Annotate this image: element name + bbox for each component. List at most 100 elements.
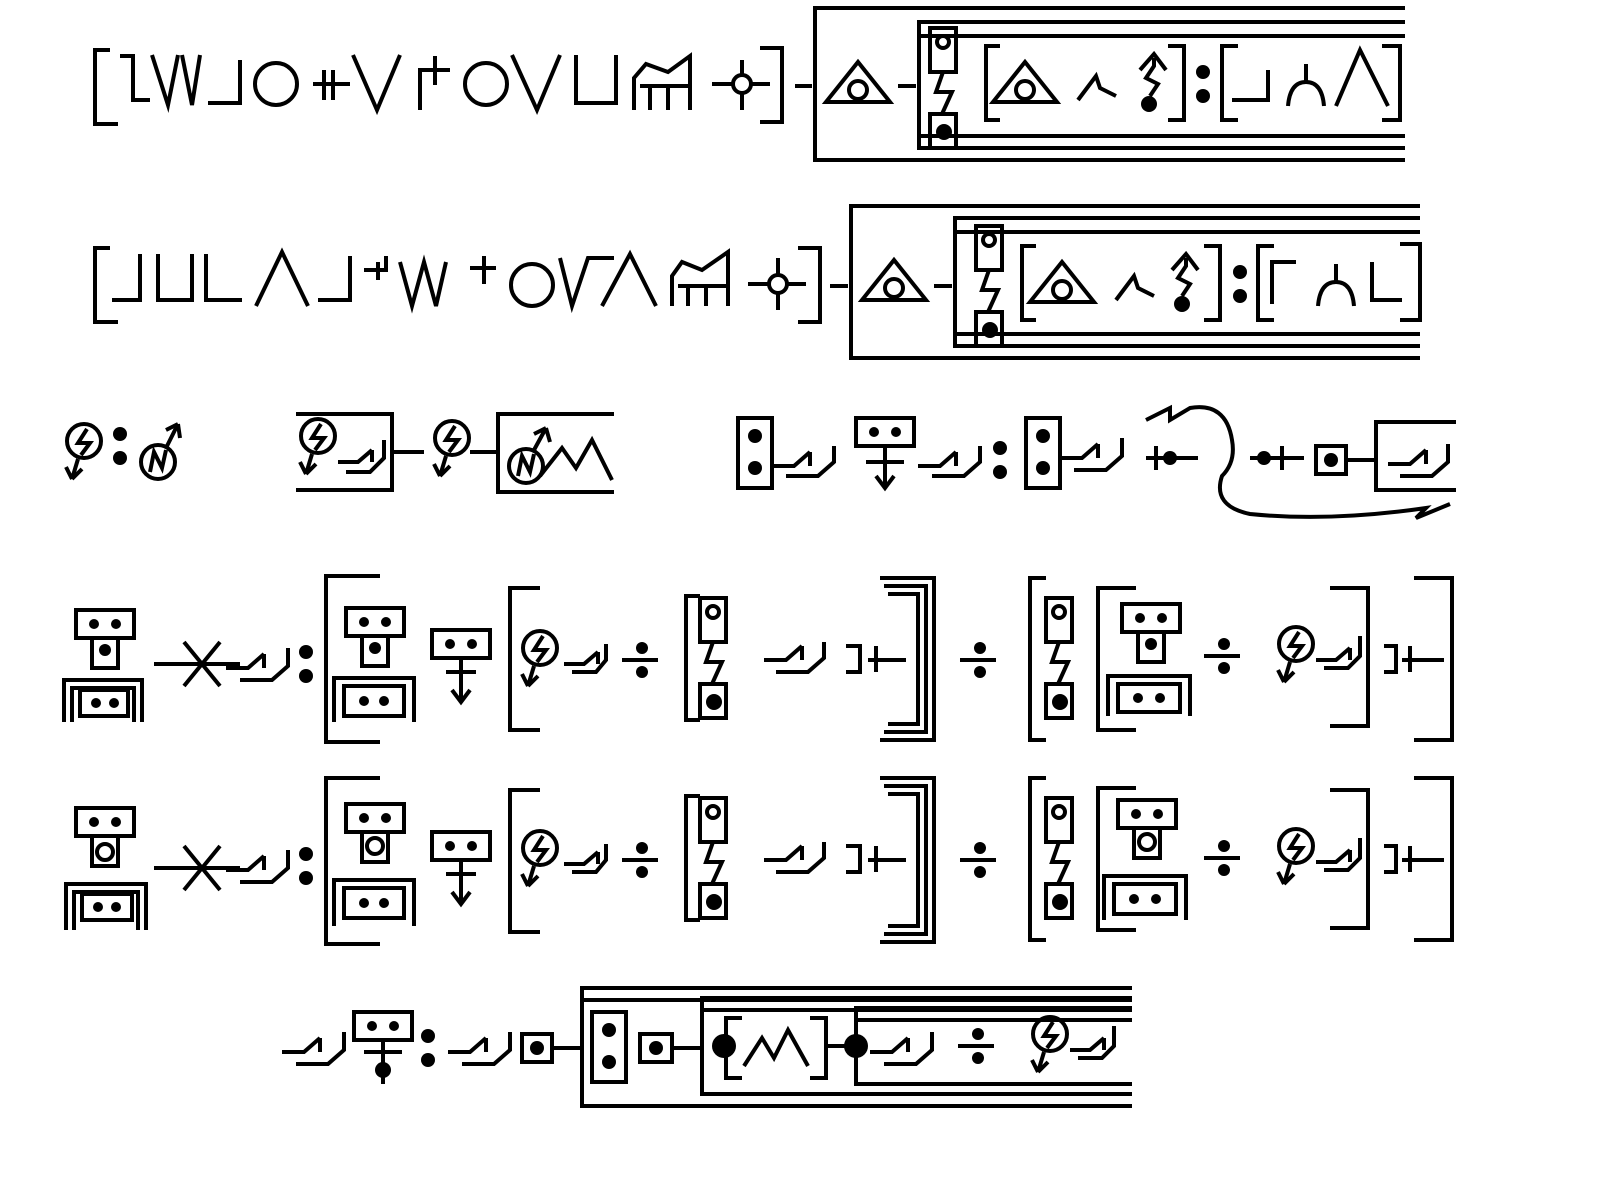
glyph-l-run bbox=[120, 54, 242, 113]
glyph-zee bbox=[870, 1032, 934, 1066]
colon-glyph bbox=[993, 441, 1007, 479]
glyph-zee bbox=[918, 446, 982, 478]
divide-glyph bbox=[1202, 838, 1242, 878]
glyph-zee bbox=[226, 648, 290, 682]
open-bracket bbox=[1096, 586, 1136, 732]
dot bbox=[649, 1041, 663, 1055]
open-bracket bbox=[93, 246, 118, 324]
close-bracket bbox=[810, 1016, 828, 1080]
open-bracket bbox=[684, 594, 700, 722]
robot-icon bbox=[1106, 602, 1192, 716]
glyph-o bbox=[253, 61, 299, 107]
framed-group bbox=[1374, 420, 1456, 492]
glyph-small-circle bbox=[731, 73, 753, 95]
glyph-v bbox=[351, 54, 402, 116]
open-bracket bbox=[1220, 44, 1238, 122]
box-dots-vertical bbox=[590, 1010, 628, 1084]
inner-frame bbox=[953, 216, 1420, 348]
glyph-cross-circle bbox=[712, 60, 770, 110]
bolt-circle-icon bbox=[1030, 1015, 1069, 1074]
glyph-stem-arrow bbox=[446, 658, 476, 706]
glyph-kink bbox=[1114, 271, 1155, 302]
bolt-circle-icon bbox=[432, 419, 471, 478]
divide-glyph bbox=[956, 1026, 996, 1066]
glyph-hook-bar bbox=[846, 644, 906, 674]
robot-icon bbox=[332, 606, 416, 722]
divide-glyph bbox=[1202, 636, 1242, 676]
glyph-zee bbox=[448, 1032, 512, 1066]
glyph-run bbox=[112, 247, 388, 307]
dot bbox=[1141, 96, 1157, 112]
eye-triangle-icon bbox=[824, 60, 892, 104]
open-bracket bbox=[1028, 776, 1046, 942]
circle-arrow-icon bbox=[139, 422, 182, 481]
glyph-caret bbox=[600, 249, 658, 307]
box-dots-glyph bbox=[430, 628, 492, 660]
glyph-u bbox=[574, 55, 618, 105]
line-2 bbox=[93, 204, 1422, 360]
bolt-circle-icon bbox=[520, 829, 559, 888]
glyph-o bbox=[509, 262, 555, 308]
glyph-zee bbox=[564, 644, 608, 674]
framed-group bbox=[496, 412, 614, 494]
colon-glyph bbox=[1196, 65, 1210, 103]
glyph-zee bbox=[1060, 438, 1124, 472]
outer-frame bbox=[580, 986, 1132, 1108]
glyph-cross-circle bbox=[748, 258, 806, 310]
framed-group bbox=[296, 412, 394, 492]
glyph-zee bbox=[772, 446, 836, 478]
glyph-arch bbox=[1316, 264, 1356, 307]
open-bracket bbox=[1256, 244, 1274, 322]
glyph-stem-arrow bbox=[866, 446, 904, 492]
outer-frame bbox=[849, 204, 1420, 360]
bolt-circle-icon bbox=[520, 629, 559, 688]
bolt-circle-icon bbox=[64, 422, 103, 481]
close-bracket bbox=[1400, 242, 1422, 322]
long-curve-connector bbox=[1145, 404, 1451, 520]
line-5 bbox=[64, 776, 1454, 946]
colon-glyph bbox=[113, 427, 127, 465]
glyph-gamma bbox=[1270, 260, 1296, 304]
glyph-hook-bar bbox=[1384, 644, 1444, 674]
colon-glyph bbox=[299, 847, 313, 885]
line-3 bbox=[64, 404, 1456, 520]
glyph-j bbox=[1232, 70, 1270, 102]
glyph-zee bbox=[764, 842, 826, 874]
divide-glyph bbox=[958, 640, 998, 680]
robot-icon bbox=[1102, 798, 1188, 920]
box-dots-vertical bbox=[736, 416, 774, 490]
glyph-stem-arrow bbox=[446, 860, 476, 908]
walker-icon bbox=[1044, 796, 1074, 920]
glyph-zee bbox=[226, 850, 290, 884]
open-bracket bbox=[1028, 576, 1046, 742]
eye-triangle-icon bbox=[1028, 260, 1096, 304]
close-bracket bbox=[760, 46, 784, 124]
eye-triangle-icon bbox=[860, 258, 928, 302]
glyph-v bbox=[510, 54, 562, 116]
robot-icon bbox=[332, 802, 416, 926]
robot-icon bbox=[62, 608, 144, 722]
divide-glyph bbox=[620, 840, 660, 880]
glyph-t bbox=[418, 56, 450, 110]
close-bracket bbox=[1414, 576, 1454, 742]
glyph-arrow-up bbox=[1170, 250, 1200, 298]
glyph-small-circle bbox=[767, 273, 789, 295]
open-bracket bbox=[684, 794, 700, 922]
glyph-caret bbox=[1334, 45, 1390, 107]
glyph-cross-line bbox=[154, 844, 240, 892]
glyph-o bbox=[463, 61, 509, 107]
glyph-zee bbox=[564, 844, 608, 874]
glyph-zee bbox=[338, 440, 386, 474]
inner-frame bbox=[854, 1006, 1132, 1086]
glyph-zee bbox=[1316, 636, 1362, 670]
inner-frame bbox=[700, 996, 1132, 1096]
box-dots-vertical bbox=[1024, 416, 1062, 490]
glyph-zee bbox=[1388, 444, 1450, 478]
dot bbox=[1324, 453, 1338, 467]
divide-glyph bbox=[620, 640, 660, 680]
inner-frame bbox=[917, 20, 1405, 150]
glyph-hook-bar bbox=[1384, 844, 1444, 874]
colon-glyph bbox=[421, 1029, 435, 1067]
box-dots-glyph bbox=[430, 830, 492, 862]
